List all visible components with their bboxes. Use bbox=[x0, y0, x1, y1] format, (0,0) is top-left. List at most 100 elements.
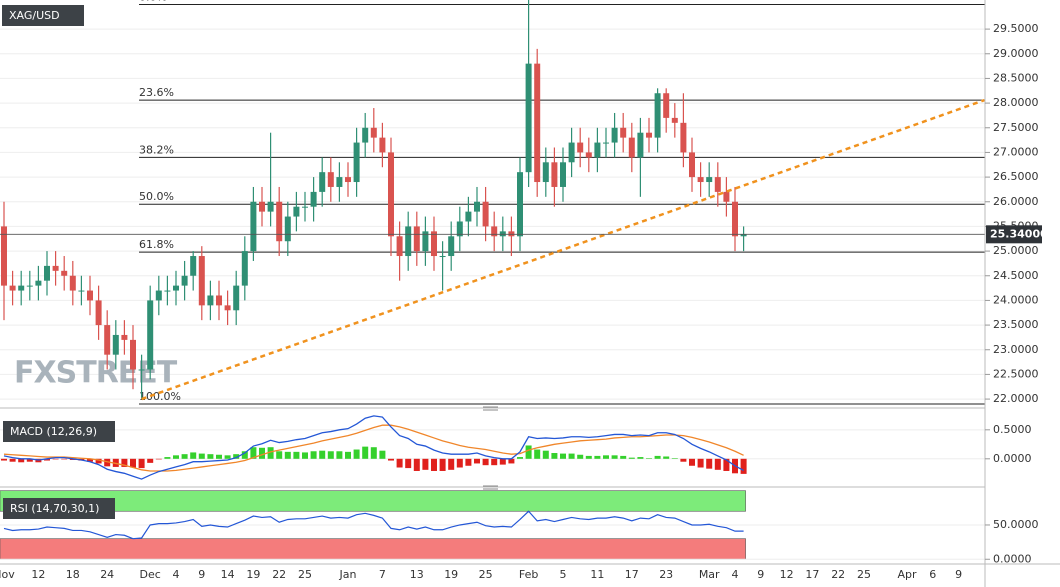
candle-body bbox=[284, 216, 291, 242]
histogram-bar bbox=[250, 447, 257, 459]
x-tick-label: 12 bbox=[780, 568, 794, 581]
candle-body bbox=[379, 137, 386, 153]
y-tick-label: 22.5000 bbox=[993, 367, 1039, 380]
x-tick-label: 22 bbox=[272, 568, 286, 581]
histogram-bar bbox=[542, 450, 549, 459]
fibonacci-label: 0.0% bbox=[139, 0, 167, 3]
candle-body bbox=[138, 369, 145, 371]
histogram-bar bbox=[723, 458, 730, 471]
x-tick-label: Apr bbox=[897, 568, 917, 581]
histogram-bar bbox=[474, 458, 480, 464]
candle-body bbox=[327, 172, 334, 187]
candle-body bbox=[250, 201, 257, 252]
histogram-bar bbox=[671, 458, 678, 459]
histogram-bar bbox=[52, 458, 59, 460]
y-tick-label: 0.0000 bbox=[993, 452, 1032, 465]
histogram-bar bbox=[431, 458, 437, 471]
candle-body bbox=[448, 236, 455, 257]
candle-body bbox=[69, 275, 76, 291]
x-tick-label: 25 bbox=[298, 568, 312, 581]
candle-body bbox=[671, 117, 678, 123]
plot: FXSTREET 0.0% 23.6% 38.2% 50.0% 61.8% 100.0% bbox=[0, 0, 985, 560]
candle-body bbox=[508, 231, 515, 237]
candle-body bbox=[319, 172, 326, 192]
histogram-bar bbox=[508, 458, 515, 464]
candle-body bbox=[259, 201, 265, 212]
histogram-bar bbox=[697, 458, 704, 468]
histogram-bar bbox=[95, 458, 102, 464]
histogram-bar bbox=[319, 450, 326, 459]
candle-body bbox=[680, 122, 687, 153]
candle-body bbox=[439, 256, 446, 258]
histogram-bar bbox=[327, 451, 334, 459]
candle-body bbox=[534, 63, 541, 183]
histogram-bar bbox=[663, 456, 670, 459]
candle-body bbox=[302, 206, 308, 208]
candle-body bbox=[164, 290, 171, 292]
histogram-bar bbox=[259, 447, 265, 459]
histogram-bar bbox=[560, 453, 566, 459]
candle-body bbox=[87, 290, 93, 301]
candle-body bbox=[353, 142, 360, 183]
x-tick-label: 19 bbox=[444, 568, 458, 581]
x-tick-label: Nov bbox=[0, 568, 15, 581]
candle-body bbox=[654, 93, 661, 138]
histogram-bar bbox=[646, 458, 652, 459]
candle-body bbox=[413, 226, 420, 252]
candle-body bbox=[628, 137, 635, 158]
candle-body bbox=[276, 201, 283, 242]
rsi-band bbox=[0, 538, 746, 560]
histogram-bar bbox=[551, 453, 558, 459]
histogram-bar bbox=[680, 458, 687, 462]
histogram-bar bbox=[594, 455, 601, 459]
histogram-bar bbox=[9, 458, 16, 462]
candle-body bbox=[525, 63, 532, 173]
x-tick-label: 17 bbox=[625, 568, 639, 581]
histogram-bar bbox=[714, 458, 721, 470]
candle-body bbox=[26, 285, 33, 287]
histogram-bar bbox=[499, 458, 506, 465]
candle-body bbox=[482, 201, 489, 227]
candle-body bbox=[603, 142, 609, 144]
histogram-bar bbox=[654, 455, 661, 459]
y-tick-label: 50.0000 bbox=[993, 518, 1039, 531]
candle-body bbox=[551, 162, 558, 187]
x-tick-label: 22 bbox=[831, 568, 845, 581]
candle-body bbox=[130, 339, 136, 370]
candle-body bbox=[61, 270, 68, 276]
candle-body bbox=[104, 325, 111, 355]
candle-body bbox=[216, 295, 222, 306]
candle-body bbox=[1, 226, 7, 286]
histogram-bar bbox=[293, 451, 300, 459]
candle-body bbox=[198, 256, 205, 306]
x-tick-label: 12 bbox=[31, 568, 45, 581]
fibonacci-label: 61.8% bbox=[139, 238, 174, 251]
candle-body bbox=[422, 231, 429, 252]
histogram-bar bbox=[448, 458, 455, 470]
fibonacci-label: 38.2% bbox=[139, 143, 174, 156]
histogram-bar bbox=[345, 451, 351, 459]
y-tick-label: 23.5000 bbox=[993, 318, 1039, 331]
candle-body bbox=[714, 177, 721, 192]
candle-body bbox=[207, 295, 214, 306]
y-tick-label: 25.0000 bbox=[993, 244, 1039, 257]
x-tick-label: 7 bbox=[379, 568, 386, 581]
y-tick-label: 28.5000 bbox=[993, 71, 1039, 84]
last-price-box bbox=[986, 225, 1042, 244]
candle-body bbox=[663, 93, 670, 118]
histogram-bar bbox=[388, 458, 394, 461]
histogram-bar bbox=[568, 453, 575, 459]
histogram-bar bbox=[577, 454, 584, 459]
candle-body bbox=[689, 152, 695, 178]
y-tick-label: 24.0000 bbox=[993, 293, 1039, 306]
candle-body bbox=[345, 177, 351, 183]
x-tick-label: Feb bbox=[519, 568, 538, 581]
candle-body bbox=[224, 305, 231, 311]
histogram-bar bbox=[130, 458, 136, 468]
histogram-bar bbox=[379, 450, 386, 459]
histogram-bar bbox=[190, 452, 197, 459]
candle-body bbox=[370, 127, 377, 138]
y-tick-label: 0.5000 bbox=[993, 423, 1032, 436]
candle-body bbox=[542, 162, 549, 183]
rsi-band bbox=[0, 490, 746, 512]
